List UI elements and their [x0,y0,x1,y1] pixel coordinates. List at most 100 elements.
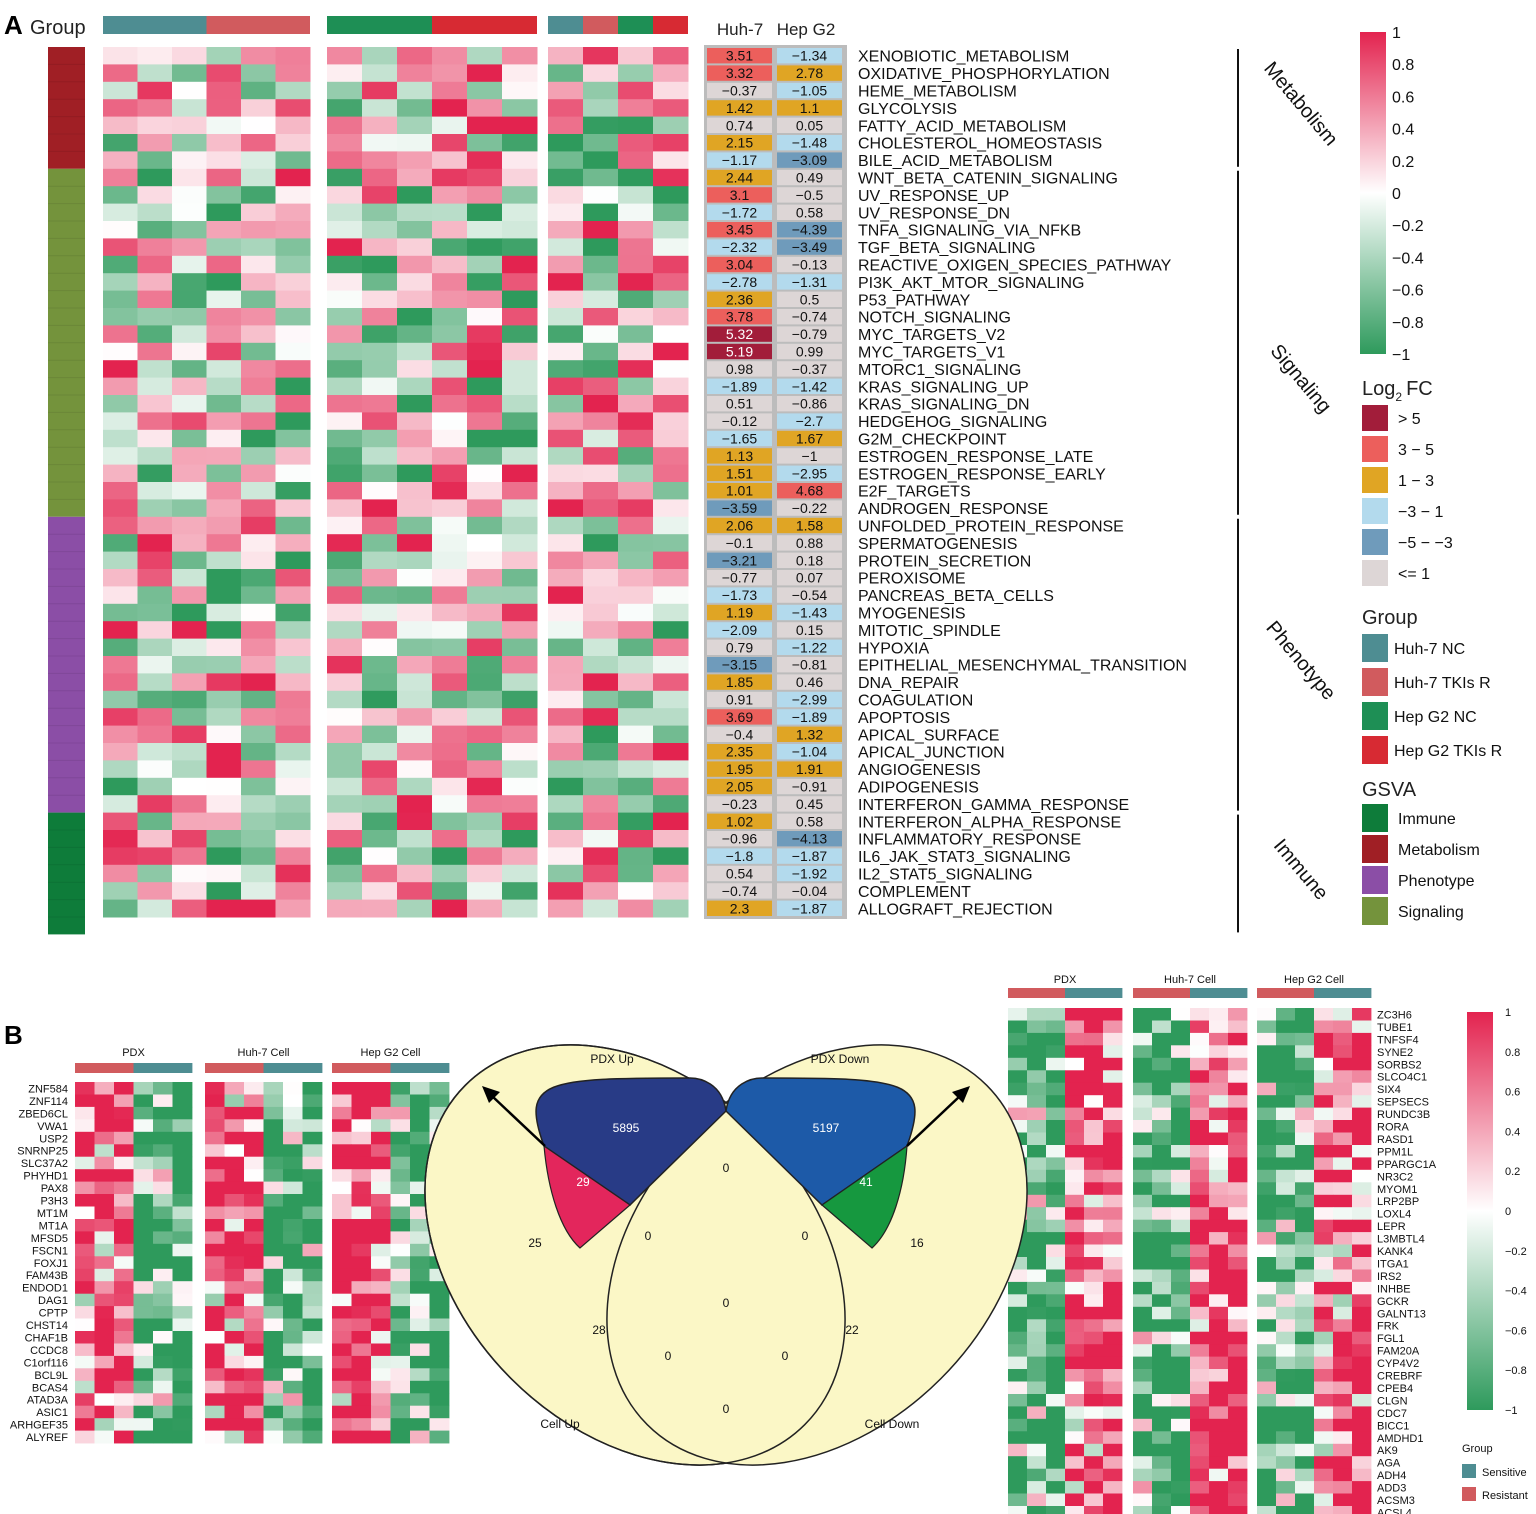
heat-cell [1314,1431,1334,1445]
fc-value: −0.74 [722,883,758,899]
group-bar-cell [224,1063,245,1073]
heat-cell [172,551,207,570]
heat-cell [224,1181,245,1195]
heat-cell [362,708,398,727]
heat-cell [502,81,538,100]
heat-cell [618,499,654,518]
heat-cell [1190,1219,1210,1233]
heat-cell [224,1418,245,1432]
heat-cell [1295,1244,1315,1258]
heat-cell [1027,1269,1047,1283]
fc-value: −1.05 [792,83,828,99]
pathway-label: PANCREAS_BETA_CELLS [858,588,1054,605]
heat-cell [410,1119,430,1133]
fc-cell-huh7 [707,378,772,394]
heat-cell [548,308,584,326]
heat-cell [172,1281,193,1295]
heat-cell [1190,1481,1210,1494]
heat-cell [653,847,689,866]
heat-cell [1314,1070,1334,1084]
heat-cell [467,638,503,657]
heat-cell [75,1331,95,1344]
heat-cell [114,1094,134,1108]
heat-cell [1352,1493,1372,1507]
heat-cell [133,1094,154,1108]
log2fc-legend-title: Log2 FC [1362,378,1433,404]
fc-cell-hepg2 [777,448,842,464]
heat-cell [1228,1418,1248,1432]
heat-cell [618,325,654,344]
heat-cell [1046,1120,1066,1133]
heat-cell [1065,1120,1085,1133]
group-bar-cell [583,16,618,34]
heat-cell [103,99,138,118]
heat-cell [241,534,276,553]
heat-cell [103,290,138,309]
heat-cell [94,1355,115,1369]
heat-cell [275,499,311,518]
heat-cell [1171,1481,1191,1494]
heat-cell [467,47,503,65]
heat-cell [618,847,654,866]
heat-cell [224,1231,245,1245]
heat-cell [1103,1082,1123,1096]
gene-label: INHBE [1377,1283,1411,1295]
heat-cell [653,81,689,100]
heat-cell [206,864,242,883]
heat-cell [1295,1281,1315,1295]
heat-cell [1257,1319,1277,1333]
heat-cell [410,1418,430,1432]
heat-cell [206,586,242,605]
heat-cell [224,1243,245,1257]
heat-cell [1171,1506,1191,1514]
heat-cell [1295,1120,1315,1133]
heat-cell [172,638,207,657]
gene-label: SORBS2 [1377,1059,1422,1071]
fc-cell-huh7 [707,883,772,899]
heat-cell [1295,1356,1315,1370]
fc-cell-hepg2 [777,117,842,133]
heat-cell [1228,1281,1248,1295]
heat-cell [653,99,689,118]
heat-cell [114,1380,134,1394]
heat-cell [244,1156,264,1170]
heat-cell [1152,1381,1172,1395]
heat-cell [1027,1306,1047,1320]
fc-cell-hepg2 [777,291,842,307]
heat-cell [1209,1269,1229,1283]
heat-cell [75,1256,95,1270]
heat-cell [224,1106,245,1120]
heat-cell [351,1256,372,1270]
heat-cell [1103,1182,1123,1196]
heat-cell [327,255,363,274]
fc-cell-hepg2 [777,900,842,916]
heat-cell [1065,1107,1085,1121]
gene-heat-scale-tick: −0.4 [1505,1286,1527,1298]
heat-cell [1352,1082,1372,1096]
fc-cell-huh7 [707,691,772,708]
heat-cell [133,1418,154,1432]
heat-cell [1027,1095,1047,1109]
heat-cell [1295,1095,1315,1109]
heat-cell [241,168,276,187]
pathway-label: MYC_TARGETS_V2 [858,327,1005,344]
heat-cell [241,308,276,326]
heat-cell [327,238,363,257]
heat-cell [244,1418,264,1432]
fc-value: 1.58 [796,518,823,534]
heat-cell [172,1231,193,1245]
heat-cell [653,743,689,761]
heat-cell [94,1343,115,1357]
fc-value: −4.13 [792,831,828,847]
heat-cell [1133,1132,1153,1146]
pathway-label: E2F_TARGETS [858,484,971,501]
heat-cell [548,360,584,379]
group-legend-label: Huh-7 TKIs R [1394,675,1491,692]
heat-cell [103,551,138,570]
heat-cell [1152,1294,1172,1308]
heat-cell [1152,1406,1172,1420]
heat-cell [362,516,398,535]
heat-cell [1065,1481,1085,1494]
pathway-labels: XENOBIOTIC_METABOLISMOXIDATIVE_PHOSPHORY… [858,49,1187,919]
heat-cell [397,586,433,605]
